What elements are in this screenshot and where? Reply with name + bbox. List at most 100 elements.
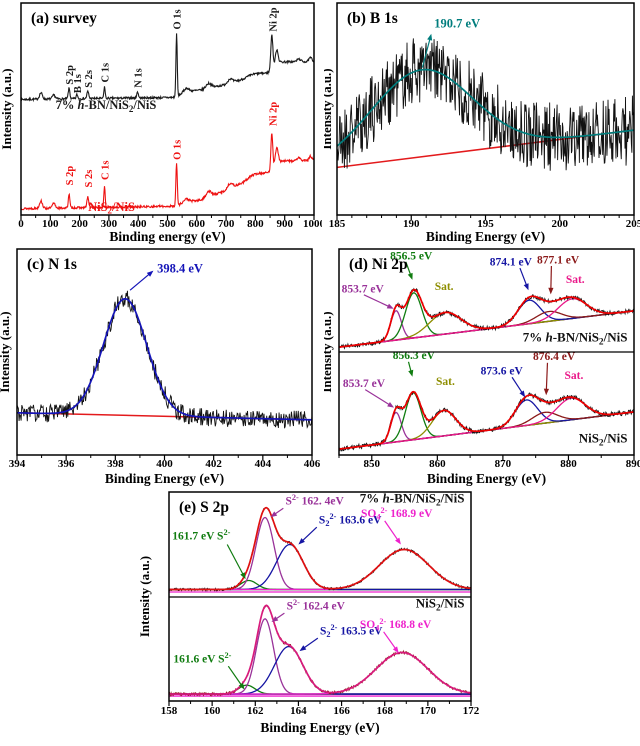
annotation-label: S2- 162.4 eV <box>287 598 346 612</box>
annotation-arrow <box>384 520 400 542</box>
x-axis-label: Binding Energy (eV) <box>426 229 545 244</box>
envelope-fit-curve <box>339 288 634 348</box>
annotation-label: 853.7 eV <box>342 283 385 295</box>
panel-title: (c) N 1s <box>27 256 77 273</box>
annotation-label: 7% h-BN/NiS2/NiS <box>523 330 628 348</box>
component-1-curve <box>169 516 471 591</box>
tick-label: 166 <box>333 705 350 717</box>
annotation-arrow <box>300 526 318 543</box>
annotation-label: Sat. <box>565 370 584 382</box>
arrow-head-icon <box>395 537 401 545</box>
arrow-head-icon <box>299 645 307 652</box>
annotation-arrow <box>383 631 397 651</box>
panel-b-chart: 190.7 eV 185 190 195 200 205 Binding Energy (e… <box>319 2 640 244</box>
component-3-curve <box>169 548 471 591</box>
tick-label: 394 <box>9 458 26 470</box>
raw-data-curve <box>17 290 312 429</box>
raw-data-curve <box>337 38 634 171</box>
x-axis-label: Binding Energy (eV) <box>260 720 379 735</box>
arrow-head-icon <box>519 390 526 398</box>
tick-label: 700 <box>218 218 235 230</box>
x-axis: 850 860 870 880 890 <box>338 455 640 470</box>
tick-label: 890 <box>626 458 640 470</box>
arrow-head-icon <box>271 616 279 622</box>
peak-label: S 2p <box>65 65 76 85</box>
peak-label: B 1s <box>73 74 84 93</box>
envelope-fit-curve <box>337 68 634 147</box>
tick-label: 158 <box>161 705 178 717</box>
tick-label: 396 <box>58 458 75 470</box>
tick-label: 205 <box>626 218 640 230</box>
arrow-head-icon <box>240 572 246 580</box>
panel-b-b1s: 190.7 eV 185 190 195 200 205 Binding Energy (e… <box>319 0 640 249</box>
peak-label: O 1s <box>173 9 184 29</box>
annotation-label: 876.4 eV <box>533 351 576 363</box>
tick-label: 400 <box>156 458 173 470</box>
arrow-head-icon <box>298 538 305 545</box>
tick-label: 168 <box>376 705 393 717</box>
peak-label: Ni 2p <box>268 102 279 126</box>
peak-label: N 1s <box>134 68 145 88</box>
annotation-arrow <box>519 267 528 287</box>
curves-group <box>17 290 312 429</box>
annotation-arrow <box>405 261 412 277</box>
tick-label: 880 <box>560 458 577 470</box>
tick-label: 398 <box>107 458 124 470</box>
annotation-label: 856.5 eV <box>390 250 433 262</box>
y-axis-label: Intensity (a.u.) <box>0 68 14 149</box>
tick-label: 1000 <box>303 218 322 230</box>
annotation-label: Sat. <box>436 376 455 388</box>
peak-label: O 1s <box>173 140 184 160</box>
annotation-label: NiS2/NiS <box>579 431 628 449</box>
envelope-fit-curve <box>17 297 312 421</box>
arrow-head-icon <box>408 369 414 377</box>
x-axis-label: Binding Energy (eV) <box>105 471 224 486</box>
panel-e-s2p: 161.7 eV S2- S2- 162. 4eV S22- 163.6 eV SO4… <box>136 486 492 746</box>
arrow-head-icon <box>427 33 433 41</box>
annotation-label: Sat. <box>435 281 454 293</box>
tick-label: 170 <box>420 705 437 717</box>
arrow-head-icon <box>387 401 395 408</box>
annotation-arrow <box>545 362 549 392</box>
panel-title: (d) Ni 2p <box>349 256 408 273</box>
tick-label: 900 <box>276 218 293 230</box>
envelope-fit-curve <box>339 390 634 450</box>
arrow-head-icon <box>543 388 550 396</box>
annotation-arrow <box>129 272 151 291</box>
annotation-arrow <box>364 389 391 407</box>
curves-group <box>169 506 471 697</box>
arrow-head-icon <box>548 287 554 295</box>
panel-a-survey: S 2p B 1s S 2s C 1s N 1s O 1s Ni 2p 7% h-BN/NiS… <box>0 0 326 249</box>
tick-label: 0 <box>18 218 24 230</box>
tick-label: 172 <box>463 705 480 717</box>
annotation-arrow <box>226 544 245 576</box>
tick-label: 190 <box>403 218 420 230</box>
panel-d-chart: 853.7 eV 856.5 eV Sat. 874.1 eV 877.1 eV Sat.… <box>319 248 640 486</box>
tick-label: 870 <box>495 458 512 470</box>
annotation-label: 877.1 eV <box>537 254 580 266</box>
arrow-head-icon <box>392 646 399 654</box>
arrow-head-icon <box>523 283 529 291</box>
tick-label: 160 <box>204 705 221 717</box>
tick-label: 860 <box>429 458 446 470</box>
annotation-label: SO42- 168.9 eV <box>361 506 433 522</box>
series-1-curve <box>21 133 314 211</box>
tick-label: 600 <box>189 218 206 230</box>
annotation-label: S22- 163.5 eV <box>320 623 383 639</box>
tick-label: 100 <box>42 218 59 230</box>
curves-group <box>21 33 314 211</box>
x-axis-label: Binding Energy (eV) <box>427 471 546 486</box>
annotation-arrow <box>227 665 243 687</box>
annotation-label: 161.6 eV S2- <box>173 651 231 665</box>
tick-label: 195 <box>477 218 494 230</box>
annotation-label: 190.7 eV <box>434 16 480 30</box>
y-axis-label: Intensity (a.u.) <box>137 556 152 637</box>
arrow-head-icon <box>270 511 278 518</box>
annotation-label: 874.1 eV <box>490 256 533 268</box>
tick-label: 500 <box>159 218 176 230</box>
tick-label: 200 <box>71 218 88 230</box>
panel-d-ni2p: 853.7 eV 856.5 eV Sat. 874.1 eV 877.1 eV Sat.… <box>319 244 640 495</box>
tick-label: 162 <box>247 705 264 717</box>
y-axis-label: Intensity (a.u.) <box>0 311 12 392</box>
annotation-arrow <box>302 637 319 650</box>
